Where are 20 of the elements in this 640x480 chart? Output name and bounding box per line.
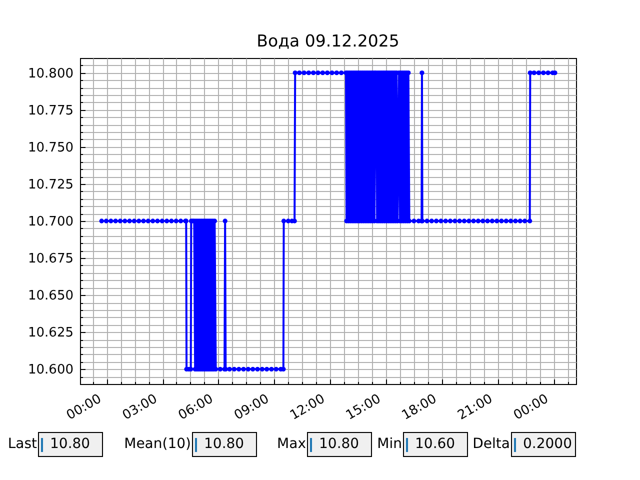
text: Max <box>277 435 306 454</box>
text-field: 10.80 <box>307 432 372 457</box>
text-field: 0.2000 <box>511 432 576 457</box>
y-tick-label: 10.800 <box>28 66 74 82</box>
y-tick-label: 10.750 <box>28 140 74 156</box>
y-tick-label: 10.725 <box>28 177 74 192</box>
text: Last <box>8 435 37 454</box>
text-field: 10.80 <box>192 432 257 457</box>
chart-title: Вода 09.12.2025 <box>256 32 400 50</box>
text: Min <box>377 435 402 454</box>
y-tick-label: 10.625 <box>28 326 74 341</box>
y-tick-label: 10.600 <box>28 362 74 378</box>
text: Delta <box>472 435 510 454</box>
y-tick-label: 10.700 <box>28 214 74 230</box>
text-field: 10.60 <box>403 432 468 457</box>
y-tick-label: 10.675 <box>28 252 74 267</box>
text-field: 10.80 <box>38 432 103 457</box>
y-tick-label: 10.775 <box>28 103 74 118</box>
text: Mean(10) <box>124 435 191 454</box>
y-tick-label: 10.650 <box>28 288 74 304</box>
